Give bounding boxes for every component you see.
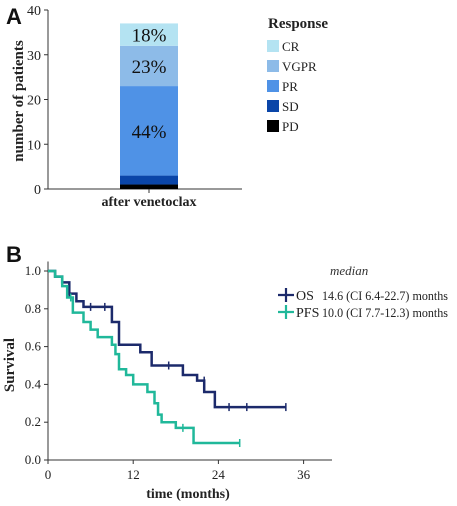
legend-swatch-vgpr xyxy=(267,60,279,72)
legend-label-pr: PR xyxy=(282,79,298,94)
legend-marker-pfs xyxy=(278,305,294,319)
legend-detail-pfs: 10.0 (CI 7.7-12.3) months xyxy=(322,305,448,320)
bar-segment-pr xyxy=(120,86,178,176)
legend-label-sd: SD xyxy=(282,99,299,114)
legend-detail-os: 14.6 (CI 6.4-22.7) months xyxy=(322,288,448,303)
legend-a-title: Response xyxy=(268,16,328,32)
legend-label-pd: PD xyxy=(282,119,299,134)
y-tick-label-b: 1.0 xyxy=(25,263,41,278)
bar-segment-pd xyxy=(120,184,178,189)
y-axis-label-a: number of patients xyxy=(11,40,27,162)
x-tick-label-b: 24 xyxy=(212,467,226,482)
km-curve-os xyxy=(48,269,286,409)
y-tick-label-b: 0.4 xyxy=(25,376,42,391)
x-tick-label-b: 12 xyxy=(127,467,140,482)
bar-segment-cr xyxy=(120,23,178,46)
legend-swatch-cr xyxy=(267,40,279,52)
legend-b-header: median xyxy=(330,263,368,278)
data-label-cr: 18% xyxy=(132,26,167,47)
y-tick-label-b: 0.8 xyxy=(25,301,41,316)
y-axis-label-b: Survival xyxy=(2,338,18,392)
bar-segment-sd xyxy=(120,175,178,185)
panel-b-label: B xyxy=(6,242,22,267)
legend-marker-os xyxy=(278,288,294,302)
y-tick-label-a: 40 xyxy=(27,4,41,19)
legend-label-os: OS xyxy=(296,289,314,304)
x-axis-label-a: after venetoclax xyxy=(102,195,197,210)
y-tick-label-a: 0 xyxy=(34,183,41,198)
data-label-vgpr: 23% xyxy=(132,57,167,78)
panel-a-label: A xyxy=(6,4,22,29)
legend-label-vgpr: VGPR xyxy=(282,59,317,74)
legend-label-pfs: PFS xyxy=(296,306,319,321)
km-curve-pfs xyxy=(48,269,240,445)
legend-swatch-sd xyxy=(267,100,279,112)
x-tick-label-b: 0 xyxy=(45,467,52,482)
legend-swatch-pd xyxy=(267,120,279,132)
y-tick-label-b: 0.2 xyxy=(25,414,41,429)
y-tick-label-a: 10 xyxy=(27,138,41,153)
legend-label-cr: CR xyxy=(282,39,300,54)
survival-chart: Survival time (months) median 0.0 0.2 0.4 0… xyxy=(2,261,448,502)
data-label-pr: 44% xyxy=(132,122,167,143)
y-tick-label-b: 0.6 xyxy=(25,339,42,354)
y-tick-label-a: 20 xyxy=(27,94,41,109)
bar-segment-vgpr xyxy=(120,45,178,87)
x-tick-label-b: 36 xyxy=(297,467,311,482)
stacked-bar-chart: Response number of patients after veneto… xyxy=(11,4,328,210)
y-tick-label-a: 30 xyxy=(27,49,41,64)
legend-swatch-pr xyxy=(267,80,279,92)
y-tick-label-b: 0.0 xyxy=(25,452,41,467)
x-axis-label-b: time (months) xyxy=(146,487,230,502)
